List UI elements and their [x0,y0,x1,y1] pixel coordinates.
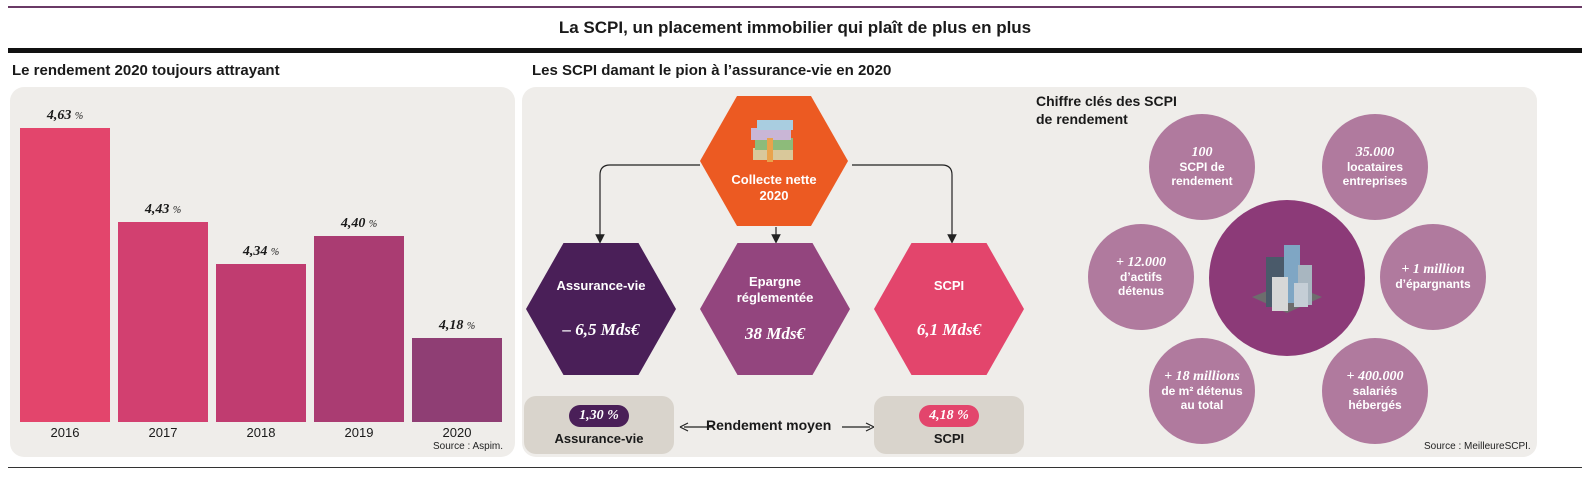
arrow-scpi [852,164,957,244]
stat-locataires-line1: locataires [1346,160,1404,174]
bar-category-label-2020: 2020 [442,425,472,440]
rendement-scpi-value: 4,18 % [919,405,979,427]
hex-epargne: Epargne réglementée 38 Mds€ [700,243,850,375]
bar-2017 [118,221,208,422]
hex-assurance-vie-label: Assurance-vie [556,278,646,293]
stat-salaries-value: + 400.000 [1346,369,1404,384]
bar-2019 [314,235,404,422]
hex-epargne-label: Epargne réglementée [736,274,814,305]
bar-value-label-2017: 4,43 % [144,201,182,217]
stat-m2-line2: au total [1180,398,1224,412]
bottom-rule [8,467,1582,468]
arrow-left-rendement [679,422,712,432]
top-rule [8,6,1582,8]
stat-scpi-line1: SCPI de [1179,160,1225,174]
right-heading-line1: Chiffre clés des SCPI [1036,93,1177,109]
stat-circle-salaries: + 400.000 salariés hébergés [1322,338,1428,444]
bar-2020 [412,338,502,422]
bar-value-label-2018: 4,34 % [242,243,280,259]
arrow-assurance-vie [595,164,700,244]
right-source: Source : MeilleureSCPI. [1424,441,1531,452]
stat-locataires-value: 35.000 [1355,145,1395,160]
collecte-hexagon: Collecte nette 2020 [700,96,848,226]
stat-circle-epargnants: + 1 million d’épargnants [1380,224,1486,330]
stat-scpi-value: 100 [1191,145,1213,160]
left-heading: Le rendement 2020 toujours attrayant [12,62,280,79]
bar-category-label-2018: 2018 [246,425,276,440]
stat-actifs-value: + 12.000 [1116,255,1166,270]
bar-value-label-2019: 4,40 % [340,215,378,231]
hex-assurance-vie-value: – 6,5 Mds€ [562,320,640,339]
title-rule [8,48,1582,53]
stat-locataires-line2: entreprises [1342,174,1408,188]
rendement-assurance-vie: 1,30 % Assurance-vie [524,396,674,454]
bar-value-label-2016: 4,63 % [46,108,84,124]
stat-actifs-line1: d’actifs [1119,270,1162,284]
money-stack-icon [751,120,793,162]
rendement-assurance-vie-value: 1,30 % [569,405,629,427]
stat-scpi-line2: rendement [1171,174,1233,188]
stat-salaries-line2: hébergés [1348,398,1402,412]
bar-category-label-2016: 2016 [50,425,80,440]
collecte-line1: Collecte nette [731,172,817,187]
stat-circle-actifs: + 12.000 d’actifs détenus [1088,224,1194,330]
stat-circle-locataires: 35.000 locataires entreprises [1322,114,1428,220]
stat-circle-scpi: 100 SCPI de rendement [1149,114,1255,220]
stat-salaries-line1: salariés [1352,384,1398,398]
stat-m2-line1: de m² détenus [1161,384,1243,398]
right-heading-line2: de rendement [1036,111,1128,127]
rendement-assurance-vie-label: Assurance-vie [554,431,644,446]
bar-value-label-2020: 4,18 % [438,318,476,334]
stat-circle-m2: + 18 millions de m² détenus au total [1149,338,1255,444]
middle-heading: Les SCPI damant le pion à l’assurance-vi… [532,62,892,79]
right-heading: Chiffre clés des SCPI de rendement [1036,92,1177,128]
rendement-scpi-label: SCPI [933,431,965,446]
stat-epargnants-value: + 1 million [1401,262,1465,277]
hex-assurance-vie: Assurance-vie – 6,5 Mds€ [526,243,676,375]
buildings-icon [1252,245,1322,313]
hex-scpi-value: 6,1 Mds€ [916,320,982,339]
hex-scpi-label: SCPI [933,278,965,293]
center-circle [1209,200,1365,356]
rendement-scpi: 4,18 % SCPI [874,396,1024,454]
stat-m2-value: + 18 millions [1164,369,1240,384]
bar-chart-panel: 4,63 % 2016 4,43 % 2017 4,34 % 2018 4,40 % 2019… [10,87,515,457]
bar-2016 [20,128,110,422]
collecte-line2: 2020 [759,188,789,203]
page-title: La SCPI, un placement immobilier qui pla… [558,18,1032,37]
flow-arrows [595,164,957,432]
hex-epargne-value: 38 Mds€ [745,324,805,343]
stat-actifs-line2: détenus [1117,284,1164,298]
bar-2018 [216,263,306,422]
stat-epargnants-line1: d’épargnants [1395,277,1471,291]
bar-category-label-2017: 2017 [148,425,178,440]
bar-category-label-2019: 2019 [344,425,374,440]
left-source: Source : Aspim. [433,441,504,452]
hex-scpi: SCPI 6,1 Mds€ [874,243,1024,375]
arrow-right-rendement [842,422,875,432]
rendement-moyen-label: Rendement moyen [706,417,832,433]
